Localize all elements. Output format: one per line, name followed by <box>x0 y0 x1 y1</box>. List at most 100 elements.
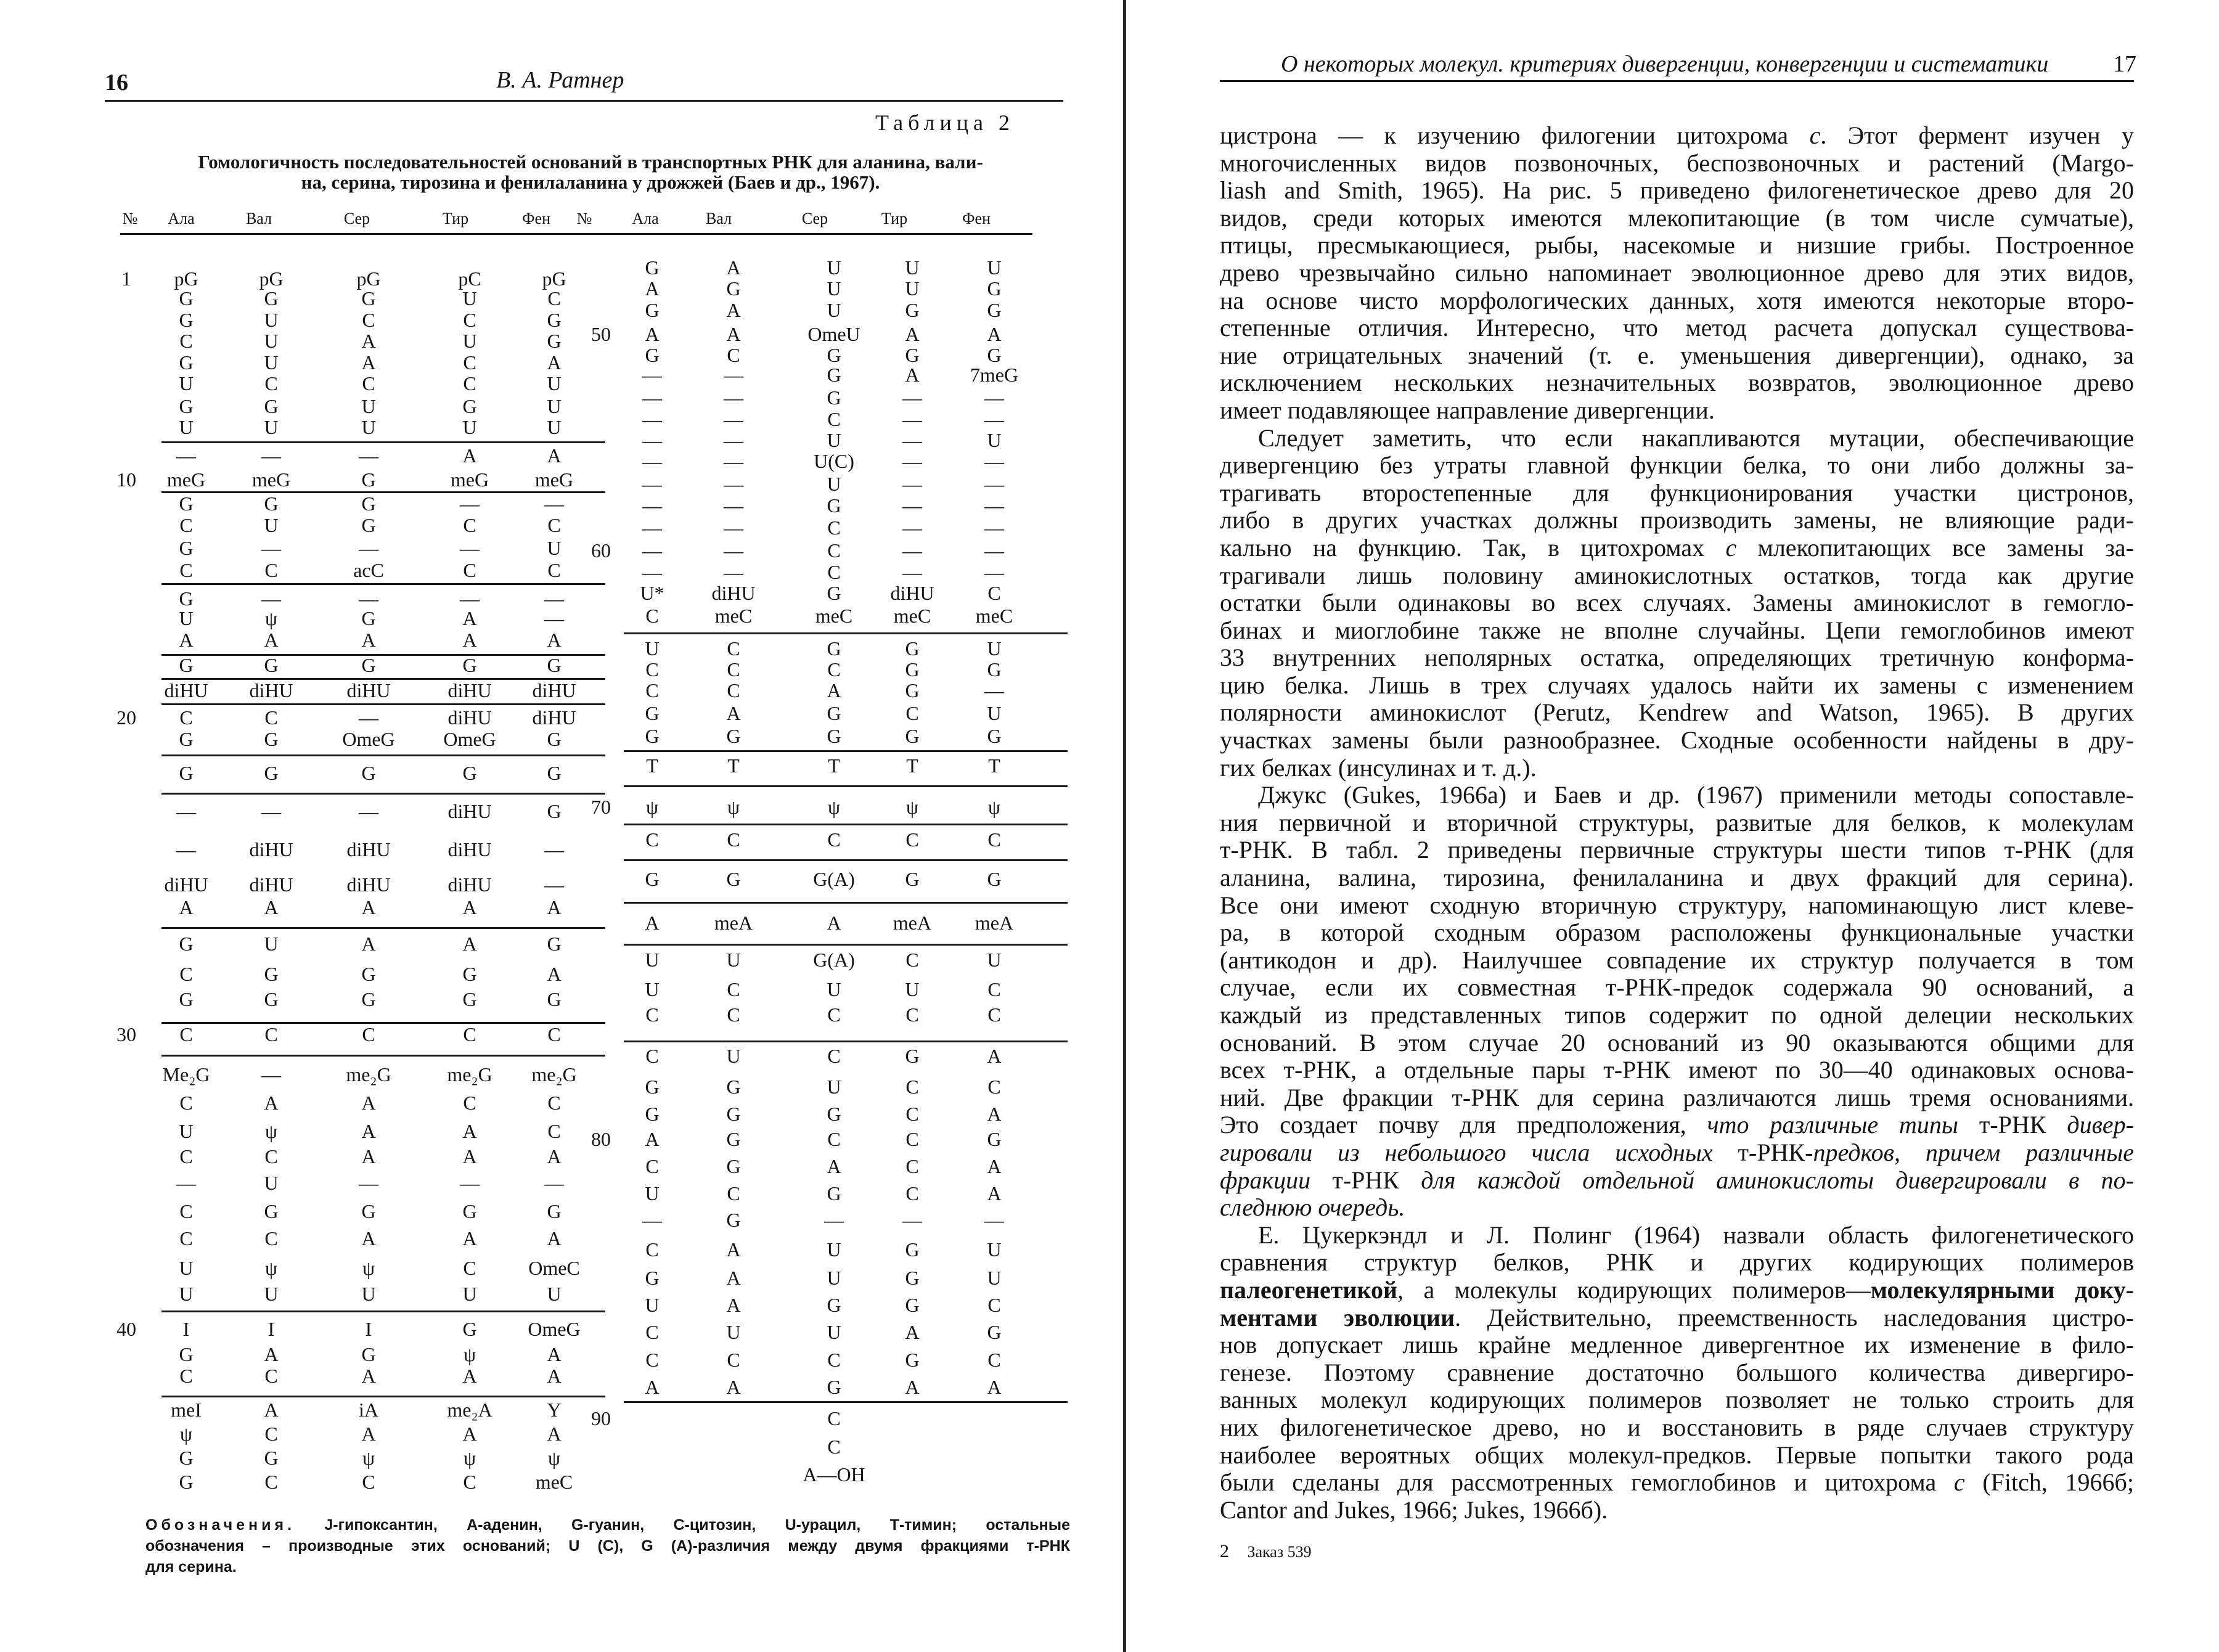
column-header: Ала <box>632 210 659 227</box>
text-line: ний. Две фракции т-РНК для серина различ… <box>1220 1083 2134 1111</box>
base-cell: C <box>179 706 193 729</box>
base-cell: G <box>179 536 194 559</box>
base-cell: C <box>905 828 919 851</box>
text-segment: молекулярными доку- <box>1870 1275 2135 1304</box>
base-cell: G <box>987 658 1002 681</box>
base-cell: G <box>547 727 562 750</box>
base-cell: ψ <box>264 1257 278 1280</box>
base-cell: — <box>984 679 1004 702</box>
base-cell: G <box>726 1076 741 1098</box>
base-cell: A <box>361 1227 376 1249</box>
text-line: Джукс (Gukes, 1966a) и Баев и др. (1967)… <box>1258 781 2134 809</box>
base-cell: G <box>462 761 477 784</box>
segment-rule <box>624 944 1068 946</box>
base-cell: G <box>264 988 279 1010</box>
base-cell: A <box>645 1376 660 1399</box>
base-cell: U <box>264 308 279 331</box>
segment-rule <box>624 859 1068 861</box>
base-cell: G <box>645 1267 660 1290</box>
base-cell: C <box>905 948 919 971</box>
base-cell: G <box>547 761 562 784</box>
base-cell: A <box>547 962 562 985</box>
base-cell: — <box>359 799 378 822</box>
base-cell: meG <box>166 468 206 491</box>
base-cell: — <box>984 473 1004 496</box>
base-cell: C <box>264 1227 278 1249</box>
base-cell: — <box>359 587 378 610</box>
footnote-lead: Обозначения. <box>145 1516 296 1534</box>
text-segment: что различные типы <box>1707 1111 1958 1139</box>
base-cell: C <box>645 679 659 702</box>
text-line: кально на функцию. Так, в цитохромах c м… <box>1220 534 2134 562</box>
base-cell: C <box>179 330 193 353</box>
base-cell: pG <box>259 268 284 290</box>
base-cell: C <box>827 1349 841 1372</box>
base-cell: — <box>359 444 378 467</box>
segment-rule <box>624 824 1068 826</box>
base-cell: G <box>462 1317 477 1340</box>
base-cell: — <box>902 1209 922 1232</box>
base-cell: T <box>646 754 658 777</box>
caption-line: на, серина, тирозина и фенилаланина у др… <box>301 171 880 193</box>
base-cell: me₂G <box>447 1063 492 1086</box>
base-cell: G <box>361 513 376 536</box>
base-cell: C <box>463 372 476 395</box>
base-cell: — <box>724 473 743 496</box>
base-cell: — <box>261 444 281 467</box>
base-cell: A <box>264 1343 279 1366</box>
base-cell: G <box>179 395 194 417</box>
segment-rule <box>624 632 1068 635</box>
table-caption: Гомологичность последовательностей основ… <box>110 152 1071 192</box>
base-cell: meC <box>893 604 931 627</box>
base-cell: C <box>362 308 375 331</box>
base-cell: U <box>987 429 1002 452</box>
text-line: liash and Smith, 1965). На рис. 5 привед… <box>1220 176 2134 205</box>
base-cell: — <box>642 386 662 409</box>
base-cell: A <box>987 1155 1002 1177</box>
base-cell: — <box>984 494 1004 517</box>
text-line: трагивали лишь половину аминокислотных о… <box>1220 561 2134 589</box>
base-cell: C <box>264 1364 278 1387</box>
base-cell: U <box>645 637 660 660</box>
base-cell: Y <box>547 1398 562 1421</box>
base-cell: — <box>544 838 564 861</box>
base-cell: U <box>547 1282 562 1305</box>
base-cell: U <box>645 1293 660 1316</box>
base-cell: A <box>645 322 660 345</box>
base-cell: diHU <box>532 706 576 729</box>
base-cell: diHU <box>447 679 492 702</box>
base-cell: C <box>987 978 1001 1000</box>
column-header: Тир <box>881 210 908 227</box>
footnote-text: J-гипоксантин, А-аденин, G-гуанин, С-цит… <box>324 1516 1070 1534</box>
base-cell: meA <box>975 911 1014 934</box>
base-cell: C <box>179 559 193 582</box>
base-cell: U <box>987 1238 1002 1261</box>
position-number: 70 <box>591 795 611 818</box>
base-cell: G <box>179 493 194 515</box>
base-cell: C <box>645 1320 659 1343</box>
base-cell: — <box>544 587 564 610</box>
base-cell: G <box>547 933 562 955</box>
base-cell: ψ <box>264 607 278 630</box>
base-cell: C <box>463 351 476 374</box>
base-cell: U <box>179 372 194 395</box>
base-cell: G <box>264 654 279 677</box>
base-cell: G <box>264 962 279 985</box>
base-cell: meG <box>251 468 291 491</box>
base-cell: — <box>359 706 378 729</box>
base-cell: U <box>827 1238 841 1261</box>
base-cell: — <box>724 364 743 386</box>
text-segment: т-РНК- <box>1712 1138 1813 1166</box>
text-segment: предков, причем различные <box>1813 1138 2135 1166</box>
base-cell: C <box>264 706 278 729</box>
segment-rule <box>161 926 605 929</box>
base-cell: pC <box>458 268 481 290</box>
base-cell: G <box>179 351 194 374</box>
base-cell: — <box>642 407 662 430</box>
text-segment: палеогенетикой <box>1220 1275 1398 1304</box>
base-cell: G <box>361 654 376 677</box>
base-cell: G <box>547 654 562 677</box>
text-line: гировали из небольшого числа исходных т-… <box>1220 1139 2134 1167</box>
base-cell: G <box>905 1238 920 1261</box>
base-cell: A <box>462 933 477 955</box>
